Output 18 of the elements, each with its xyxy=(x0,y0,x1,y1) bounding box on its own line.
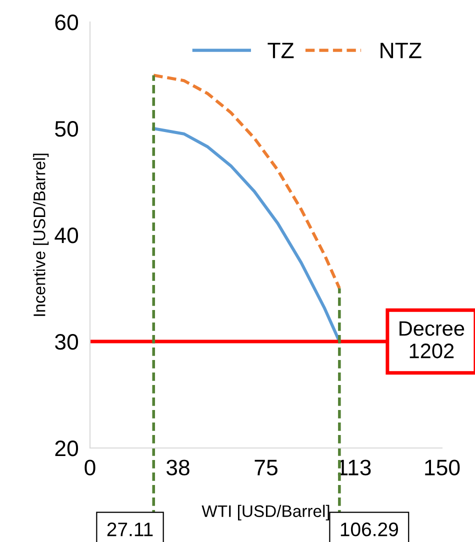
x-tick-label: 75 xyxy=(254,460,278,476)
y-tick-label: 20 xyxy=(55,440,78,456)
ref-line-label: 27.11 xyxy=(107,522,153,536)
x-tick-label: 0 xyxy=(84,460,96,476)
line-series xyxy=(152,74,341,290)
ref-line-label: 106.29 xyxy=(340,522,398,536)
y-tick-label: 50 xyxy=(55,121,78,137)
y-tick-label: 40 xyxy=(54,228,78,244)
x-tick-label: 38 xyxy=(166,460,190,476)
y-axis-title: Incentive [USD/Barrel] xyxy=(33,154,49,316)
y-tick-label: 30 xyxy=(55,334,78,350)
y-tick-label: 60 xyxy=(55,14,78,30)
x-tick-label: 150 xyxy=(425,460,460,476)
legend-label: NTZ xyxy=(380,42,422,58)
legend-label: TZ xyxy=(268,42,294,58)
x-tick-label: 113 xyxy=(338,460,371,476)
ref-line-label: Decree 1202 xyxy=(400,321,464,358)
x-axis-title: WTI [USD/Barrel] xyxy=(202,504,330,520)
